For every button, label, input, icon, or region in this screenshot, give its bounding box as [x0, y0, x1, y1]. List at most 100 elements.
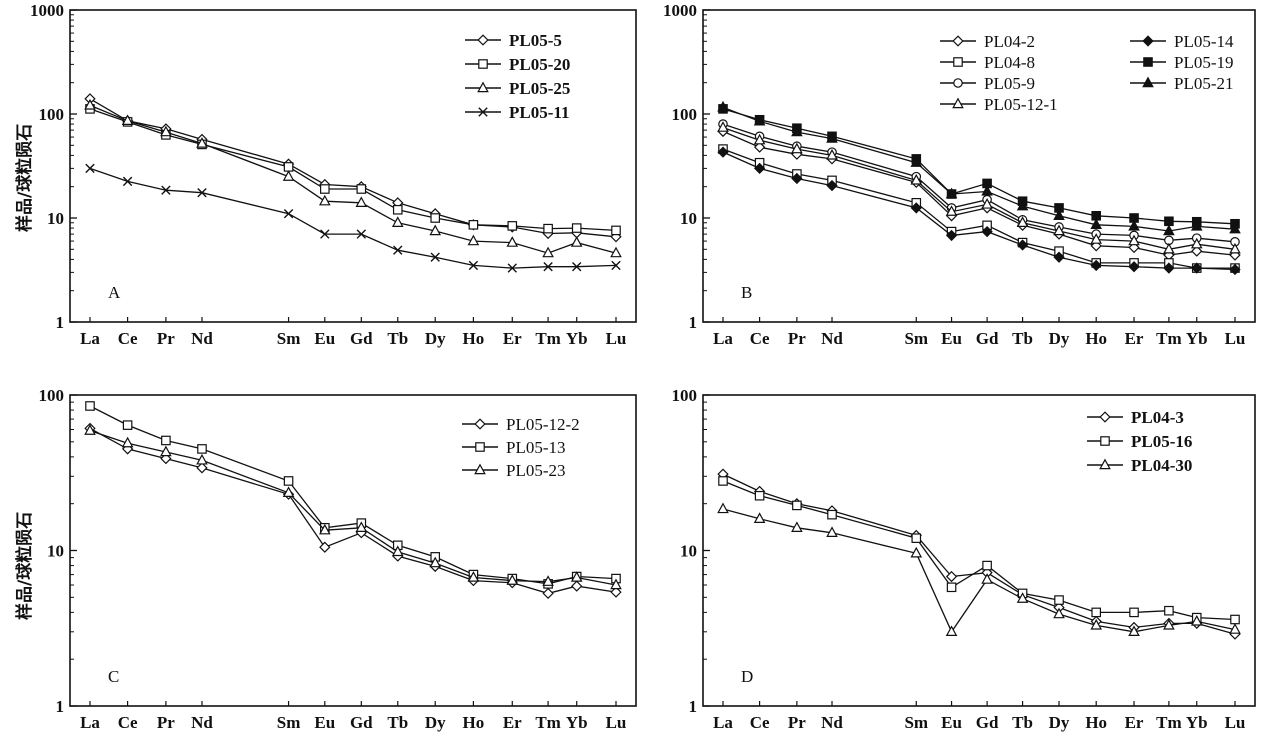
data-point — [717, 502, 729, 514]
y-tick-label: 10 — [680, 542, 697, 561]
x-tick-label-yb: Yb — [1186, 713, 1208, 732]
x-tick-label-la: La — [713, 713, 733, 732]
x-tick-label-dy: Dy — [1049, 713, 1070, 732]
data-point — [572, 262, 582, 272]
legend-label: PL05-23 — [506, 461, 566, 480]
data-point — [826, 179, 838, 192]
data-point — [1128, 261, 1140, 273]
x-tick-label-dy: Dy — [425, 713, 446, 732]
x-tick-label-ce: Ce — [750, 713, 770, 732]
panel-label: C — [108, 667, 119, 686]
data-point — [826, 132, 838, 143]
data-point — [1091, 607, 1101, 618]
x-tick-label-ho: Ho — [1085, 329, 1107, 348]
data-point — [506, 574, 519, 585]
legend-marker — [1142, 35, 1154, 47]
legend-marker — [477, 81, 489, 93]
legend-marker — [1099, 458, 1111, 470]
panel-label: A — [108, 283, 121, 302]
data-point — [826, 526, 838, 537]
data-point — [792, 500, 802, 511]
data-point — [1016, 199, 1029, 211]
data-point — [1090, 218, 1103, 230]
series-line — [722, 473, 1236, 635]
data-point — [507, 221, 518, 231]
series-line — [722, 508, 1236, 634]
data-point — [318, 194, 331, 206]
data-point — [945, 205, 958, 216]
legend-marker — [952, 97, 964, 109]
x-tick-label-sm: Sm — [904, 713, 928, 732]
y-tick-label: 1 — [56, 697, 65, 716]
data-point — [318, 523, 331, 535]
data-point — [611, 225, 621, 236]
data-point — [754, 490, 765, 501]
data-point — [791, 172, 803, 185]
data-point — [122, 420, 133, 430]
data-point — [1054, 595, 1064, 605]
data-point — [468, 220, 479, 230]
data-point — [84, 424, 96, 435]
y-tick-label: 1000 — [663, 1, 697, 20]
data-point — [1016, 216, 1029, 227]
y-tick-label: 100 — [39, 386, 65, 405]
data-point — [283, 476, 294, 486]
series-pl05-12-1 — [717, 121, 1241, 254]
legend-marker — [1100, 436, 1110, 446]
series-line — [89, 429, 617, 586]
data-point — [393, 245, 403, 255]
data-point — [506, 236, 519, 247]
x-tick-label-tb: Tb — [387, 713, 408, 732]
data-point — [827, 509, 837, 520]
data-point — [355, 521, 368, 532]
legend-label: PL05-21 — [1174, 74, 1234, 93]
data-point — [1229, 222, 1241, 234]
data-point — [355, 196, 368, 208]
series-pl04-30 — [717, 502, 1241, 637]
data-point — [85, 163, 95, 174]
x-tick-label-eu: Eu — [314, 713, 335, 732]
legend-marker — [953, 78, 963, 88]
data-point — [197, 444, 207, 454]
panel-label: B — [741, 283, 752, 302]
legend-marker — [1142, 76, 1154, 88]
data-point — [571, 223, 582, 233]
x-tick-label-tb: Tb — [1012, 329, 1033, 348]
x-tick-label-nd: Nd — [821, 329, 843, 348]
data-point — [542, 587, 554, 600]
x-tick-label-tm: Tm — [1156, 329, 1182, 348]
data-point — [946, 582, 957, 593]
data-point — [911, 533, 922, 543]
data-point — [283, 209, 294, 219]
data-point — [121, 114, 134, 126]
data-point — [981, 573, 993, 584]
series-pl05-11 — [85, 163, 621, 273]
y-tick-label: 10 — [680, 209, 697, 228]
data-point — [543, 262, 553, 272]
legend-marker — [1099, 411, 1111, 423]
data-point — [1190, 219, 1203, 231]
legend-label: PL05-12-1 — [984, 95, 1058, 114]
data-point — [945, 570, 958, 583]
data-point — [1053, 209, 1065, 220]
legend-label: PL04-2 — [984, 32, 1035, 51]
data-point — [121, 436, 134, 448]
x-tick-label-tb: Tb — [387, 329, 408, 348]
x-tick-label-nd: Nd — [191, 329, 213, 348]
legend-marker — [1143, 57, 1153, 67]
data-point — [570, 571, 583, 582]
x-tick-label-nd: Nd — [821, 713, 843, 732]
legend-marker — [475, 442, 485, 452]
legend-label: PL05-9 — [984, 74, 1035, 93]
data-point — [1090, 618, 1103, 630]
data-point — [1128, 219, 1140, 231]
data-point — [753, 512, 766, 523]
y-tick-label: 100 — [672, 386, 698, 405]
series-line — [722, 106, 1236, 232]
x-tick-label-sm: Sm — [277, 329, 301, 348]
legend: PL04-2 PL04-8 PL05-9 PL05-12-1 PL05-14 PL05-1… — [940, 32, 1234, 114]
data-point — [945, 229, 958, 242]
x-tick-label-eu: Eu — [941, 713, 962, 732]
data-point — [356, 184, 367, 194]
